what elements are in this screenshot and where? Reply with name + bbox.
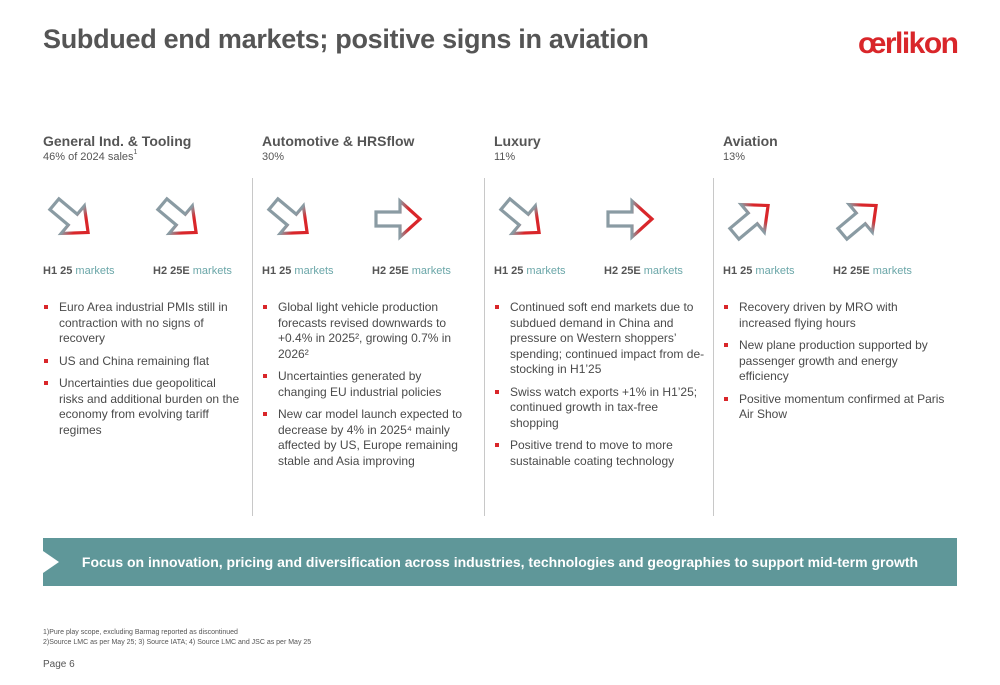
segment-bullets: Euro Area industrial PMIs still in contr… — [43, 300, 243, 445]
trend-arrows — [43, 191, 243, 246]
bullet-icon — [724, 305, 728, 309]
footnote-line: 1)Pure play scope, excluding Barmag repo… — [43, 629, 238, 636]
bullet-item: Positive trend to move to more sustainab… — [494, 438, 706, 469]
segment-subtitle: 30% — [262, 151, 285, 163]
page-title: Subdued end markets; positive signs in a… — [43, 24, 649, 54]
segment-automotive: Automotive & HRSflow 30% H1 25 markets H… — [252, 133, 472, 518]
bullet-item: Euro Area industrial PMIs still in contr… — [43, 300, 243, 347]
segment-bullets: Global light vehicle production forecast… — [262, 300, 467, 476]
h1-label: H1 25 markets — [43, 265, 115, 277]
trend-up-arrow-icon — [831, 191, 889, 247]
trend-down-arrow-icon — [262, 191, 320, 247]
trend-arrows — [262, 191, 462, 246]
segment-subtitle: 11% — [494, 151, 516, 163]
bullet-item: New car model launch expected to decreas… — [262, 407, 467, 469]
segment-title: Luxury — [494, 133, 541, 149]
trend-down-arrow-icon — [494, 191, 552, 247]
bullet-item: Recovery driven by MRO with increased fl… — [723, 300, 948, 331]
bullet-icon — [495, 443, 499, 447]
column-divider — [713, 178, 714, 516]
bullet-item: Uncertainties due geopolitical risks and… — [43, 376, 243, 438]
trend-down-arrow-icon — [151, 191, 209, 247]
bullet-icon — [263, 374, 267, 378]
h2-label: H2 25E markets — [372, 265, 451, 277]
segment-general-industry: General Ind. & Tooling 46% of 2024 sales… — [43, 133, 243, 518]
segment-aviation: Aviation 13% H1 25 markets H2 25E market… — [713, 133, 953, 518]
h1-label: H1 25 markets — [494, 265, 566, 277]
bullet-item: Positive momentum confirmed at Paris Air… — [723, 392, 948, 423]
trend-down-arrow-icon — [43, 191, 101, 247]
trend-arrows — [494, 191, 694, 246]
trend-flat-arrow-icon — [370, 191, 428, 247]
bullet-item: New plane production supported by passen… — [723, 338, 948, 385]
footnote-line: 2)Source LMC as per May 25; 3) Source IA… — [43, 639, 312, 646]
bullet-icon — [44, 358, 48, 363]
oerlikon-logo: œrlikon — [858, 27, 959, 60]
segment-bullets: Recovery driven by MRO with increased fl… — [723, 300, 948, 430]
bullet-icon — [495, 305, 499, 309]
bullet-icon — [263, 305, 267, 309]
bullet-icon — [495, 389, 499, 394]
h1-label: H1 25 markets — [262, 265, 334, 277]
bullet-icon — [44, 305, 48, 309]
column-divider — [252, 178, 253, 516]
h2-label: H2 25E markets — [833, 265, 912, 277]
bullet-icon — [724, 343, 728, 347]
banner-text: Focus on innovation, pricing and diversi… — [81, 554, 919, 570]
segment-luxury: Luxury 11% H1 25 markets H2 25E markets … — [484, 133, 709, 518]
banner-notch — [43, 551, 59, 573]
segment-title: Aviation — [723, 133, 778, 149]
h2-label: H2 25E markets — [153, 265, 232, 277]
trend-arrows — [723, 191, 923, 246]
bullet-item: Continued soft end markets due to subdue… — [494, 300, 706, 378]
h1-label: H1 25 markets — [723, 265, 795, 277]
page-number: Page 6 — [43, 659, 75, 670]
bullet-icon — [724, 396, 728, 401]
bullet-icon — [44, 381, 48, 385]
segment-subtitle: 46% of 2024 sales1 — [43, 149, 138, 163]
segment-bullets: Continued soft end markets due to subdue… — [494, 300, 706, 476]
segment-subtitle: 13% — [723, 151, 746, 163]
column-divider — [484, 178, 485, 516]
bullet-item: US and China remaining flat — [43, 354, 243, 370]
h2-label: H2 25E markets — [604, 265, 683, 277]
focus-banner: Focus on innovation, pricing and diversi… — [43, 538, 957, 586]
bullet-item: Global light vehicle production forecast… — [262, 300, 467, 362]
bullet-icon — [263, 412, 267, 416]
bullet-item: Uncertainties generated by changing EU i… — [262, 369, 467, 400]
bullet-item: Swiss watch exports +1% in H1’25; contin… — [494, 385, 706, 432]
footnote-ref: 1 — [133, 149, 138, 156]
segment-title: General Ind. & Tooling — [43, 133, 192, 149]
trend-flat-arrow-icon — [602, 191, 660, 247]
footnotes: 1)Pure play scope, excluding Barmag repo… — [43, 628, 311, 648]
trend-up-arrow-icon — [723, 191, 781, 247]
segment-title: Automotive & HRSflow — [262, 133, 415, 149]
